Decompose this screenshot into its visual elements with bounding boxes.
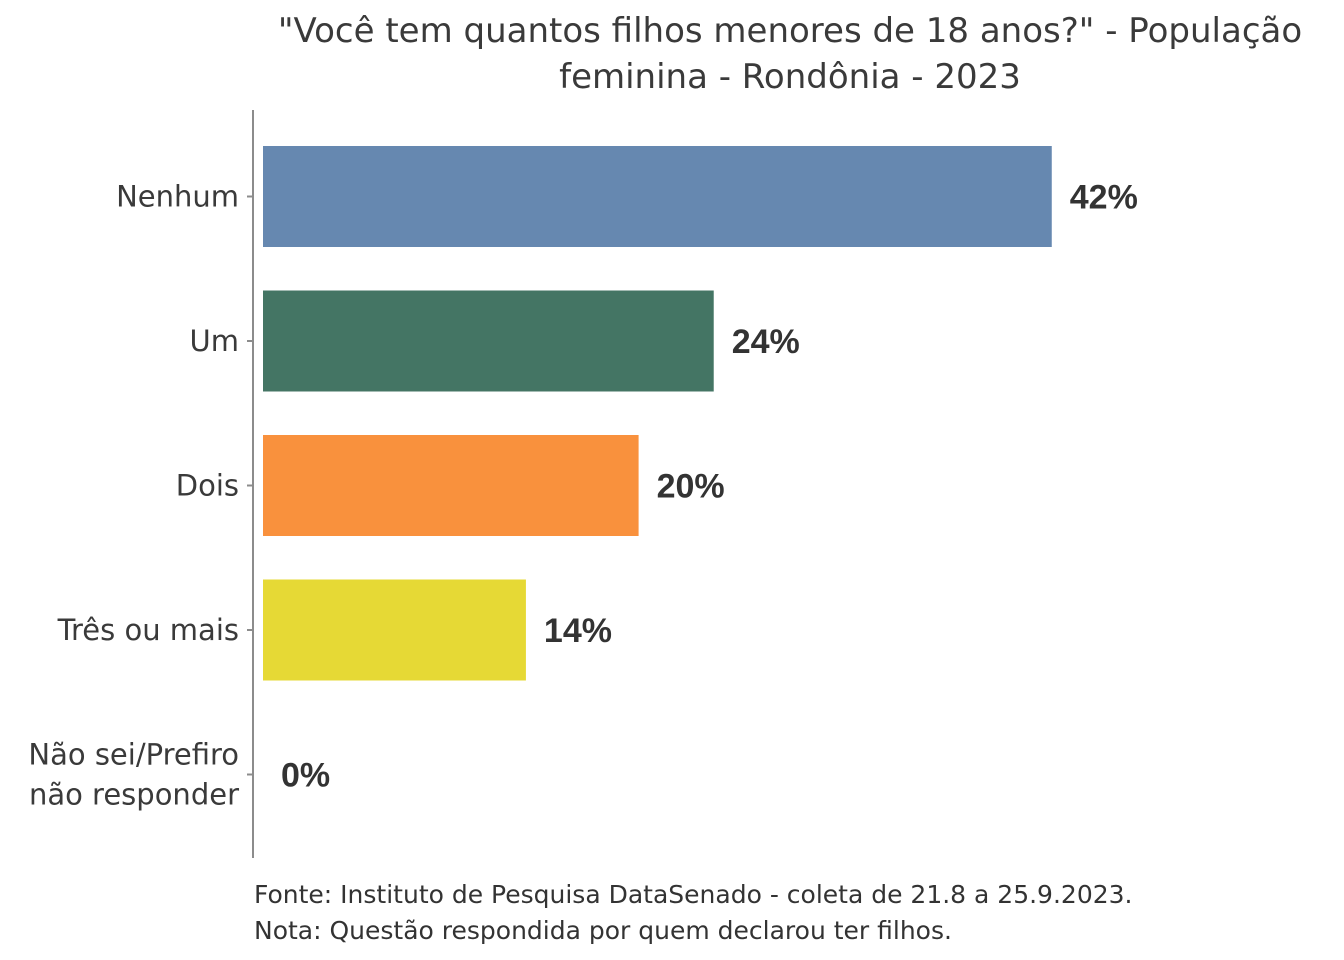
footnote: Nota: Questão respondida por quem declar… (254, 916, 952, 945)
bar (263, 146, 1052, 247)
category-labels: Nenhum Um Dois Três ou mais Não sei/Prefiro n… (28, 180, 239, 812)
category-label: não responder (29, 778, 239, 812)
bar (263, 290, 714, 392)
category-label: Dois (176, 469, 239, 503)
data-label: 42% (1070, 179, 1138, 217)
data-label: 20% (657, 468, 725, 506)
bar (263, 579, 526, 681)
bar (263, 435, 639, 536)
chart-notes: Fonte: Instituto de Pesquisa DataSenado … (254, 880, 1132, 945)
source-note: Fonte: Instituto de Pesquisa DataSenado … (254, 880, 1132, 909)
bars (263, 146, 1052, 681)
category-label: Três ou mais (57, 613, 239, 647)
category-label: Não sei/Prefiro (28, 738, 239, 772)
data-label: 24% (732, 323, 800, 361)
data-label: 0% (281, 757, 330, 795)
chart-title-line: feminina - Rondônia - 2023 (559, 57, 1021, 97)
category-label: Nenhum (116, 180, 239, 214)
value-labels: 42% 24% 20% 14% 0% (281, 179, 1138, 795)
y-axis-ticks (247, 195, 253, 776)
data-label: 14% (544, 612, 612, 650)
chart-title: "Você tem quantos filhos menores de 18 a… (278, 11, 1302, 97)
category-label: Um (190, 324, 239, 358)
chart-title-line: "Você tem quantos filhos menores de 18 a… (278, 11, 1302, 51)
